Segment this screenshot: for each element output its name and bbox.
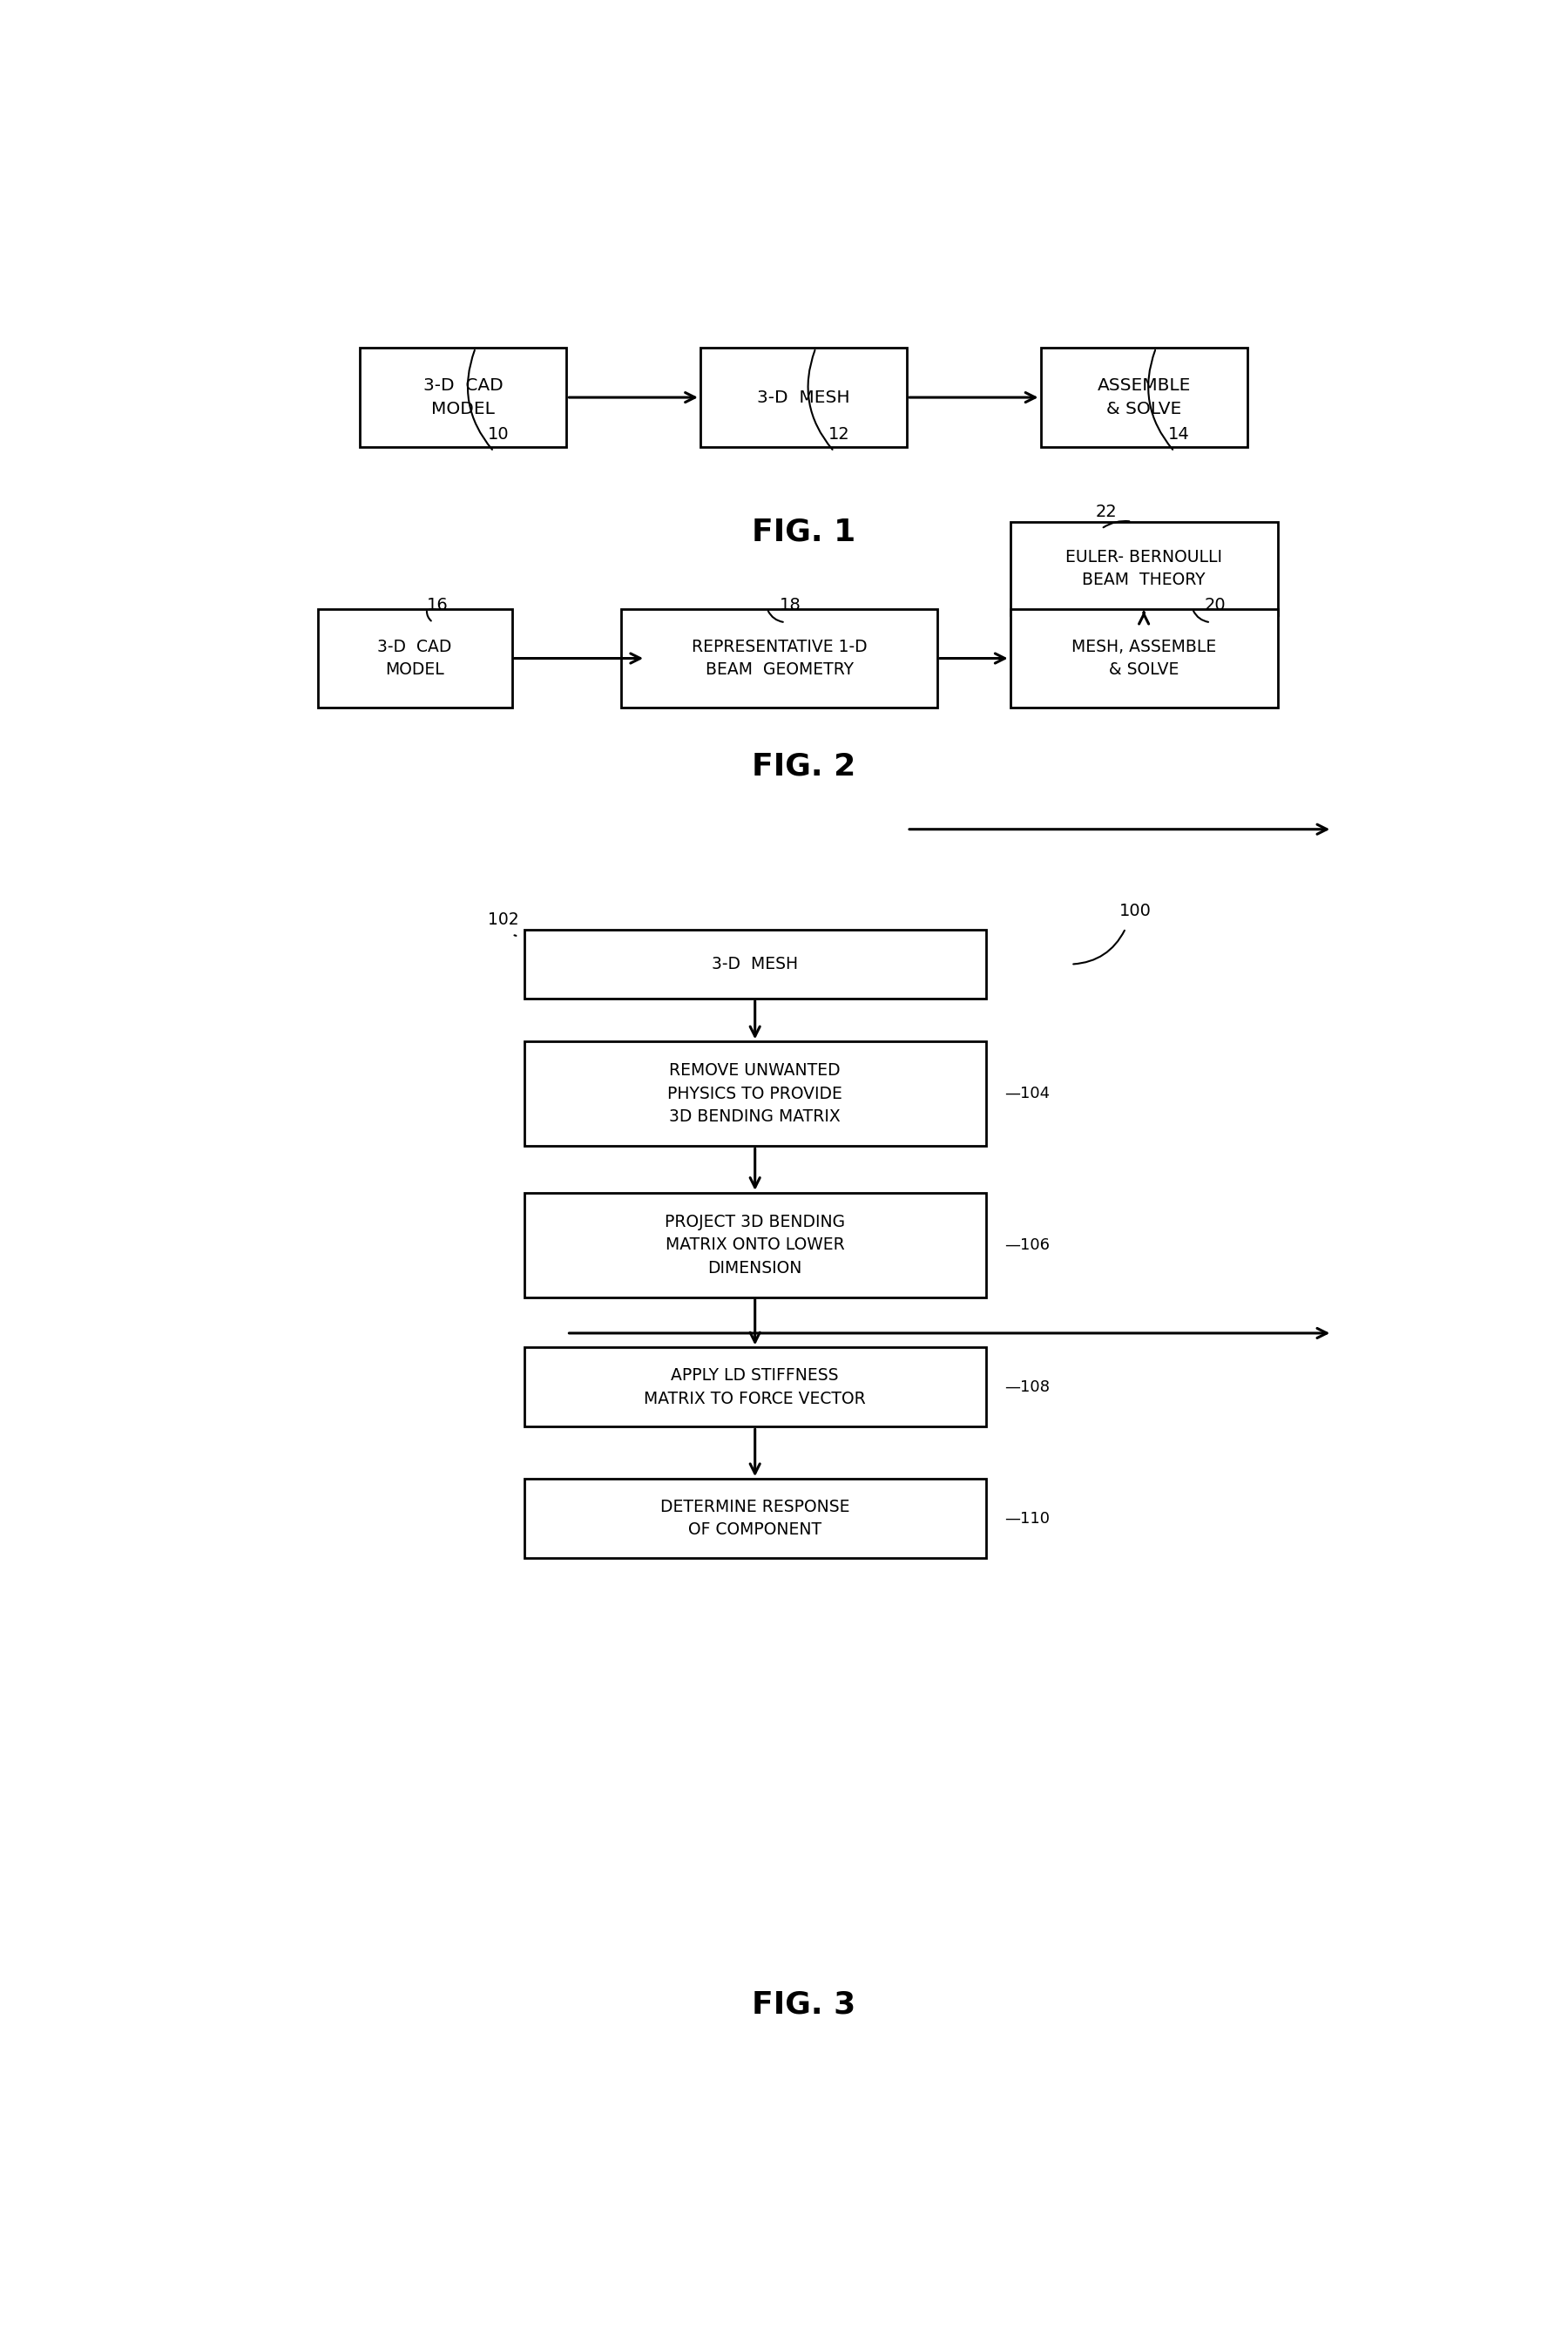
Text: FIG. 2: FIG. 2 — [751, 753, 856, 781]
Text: 22: 22 — [1094, 502, 1116, 519]
Text: REPRESENTATIVE 1-D
BEAM  GEOMETRY: REPRESENTATIVE 1-D BEAM GEOMETRY — [691, 638, 867, 678]
Text: FIG. 1: FIG. 1 — [751, 516, 856, 547]
Text: 20: 20 — [1204, 596, 1226, 612]
Text: 10: 10 — [488, 425, 510, 442]
Text: 18: 18 — [779, 596, 801, 612]
Text: —108: —108 — [1004, 1379, 1049, 1395]
Text: 3-D  MESH: 3-D MESH — [757, 390, 850, 407]
Text: 3-D  CAD
MODEL: 3-D CAD MODEL — [378, 638, 452, 678]
FancyBboxPatch shape — [621, 610, 938, 708]
Text: REMOVE UNWANTED
PHYSICS TO PROVIDE
3D BENDING MATRIX: REMOVE UNWANTED PHYSICS TO PROVIDE 3D BE… — [668, 1063, 842, 1124]
Text: 100: 100 — [1120, 902, 1151, 918]
FancyBboxPatch shape — [524, 1348, 986, 1426]
Text: MESH, ASSEMBLE
& SOLVE: MESH, ASSEMBLE & SOLVE — [1071, 638, 1217, 678]
FancyBboxPatch shape — [524, 1042, 986, 1145]
Text: 3-D  MESH: 3-D MESH — [712, 956, 798, 972]
Text: 14: 14 — [1168, 425, 1190, 442]
FancyBboxPatch shape — [524, 930, 986, 998]
FancyBboxPatch shape — [524, 1192, 986, 1297]
Text: 3-D  CAD
MODEL: 3-D CAD MODEL — [423, 379, 503, 418]
Text: —106: —106 — [1004, 1236, 1049, 1253]
Text: ASSEMBLE
& SOLVE: ASSEMBLE & SOLVE — [1098, 379, 1190, 418]
FancyBboxPatch shape — [1041, 348, 1247, 446]
FancyBboxPatch shape — [361, 348, 566, 446]
Text: —104: —104 — [1004, 1087, 1049, 1101]
FancyBboxPatch shape — [317, 610, 511, 708]
Text: APPLY LD STIFFNESS
MATRIX TO FORCE VECTOR: APPLY LD STIFFNESS MATRIX TO FORCE VECTO… — [644, 1367, 866, 1407]
Text: EULER- BERNOULLI
BEAM  THEORY: EULER- BERNOULLI BEAM THEORY — [1066, 549, 1223, 589]
Text: FIG. 3: FIG. 3 — [751, 1989, 856, 2019]
Text: 102: 102 — [488, 911, 519, 928]
FancyBboxPatch shape — [1010, 610, 1278, 708]
FancyBboxPatch shape — [701, 348, 906, 446]
Text: —110: —110 — [1004, 1510, 1049, 1526]
Text: DETERMINE RESPONSE
OF COMPONENT: DETERMINE RESPONSE OF COMPONENT — [660, 1498, 850, 1538]
FancyBboxPatch shape — [1010, 521, 1278, 615]
FancyBboxPatch shape — [524, 1479, 986, 1559]
Text: 16: 16 — [426, 596, 448, 612]
Text: 12: 12 — [828, 425, 850, 442]
Text: PROJECT 3D BENDING
MATRIX ONTO LOWER
DIMENSION: PROJECT 3D BENDING MATRIX ONTO LOWER DIM… — [665, 1213, 845, 1276]
